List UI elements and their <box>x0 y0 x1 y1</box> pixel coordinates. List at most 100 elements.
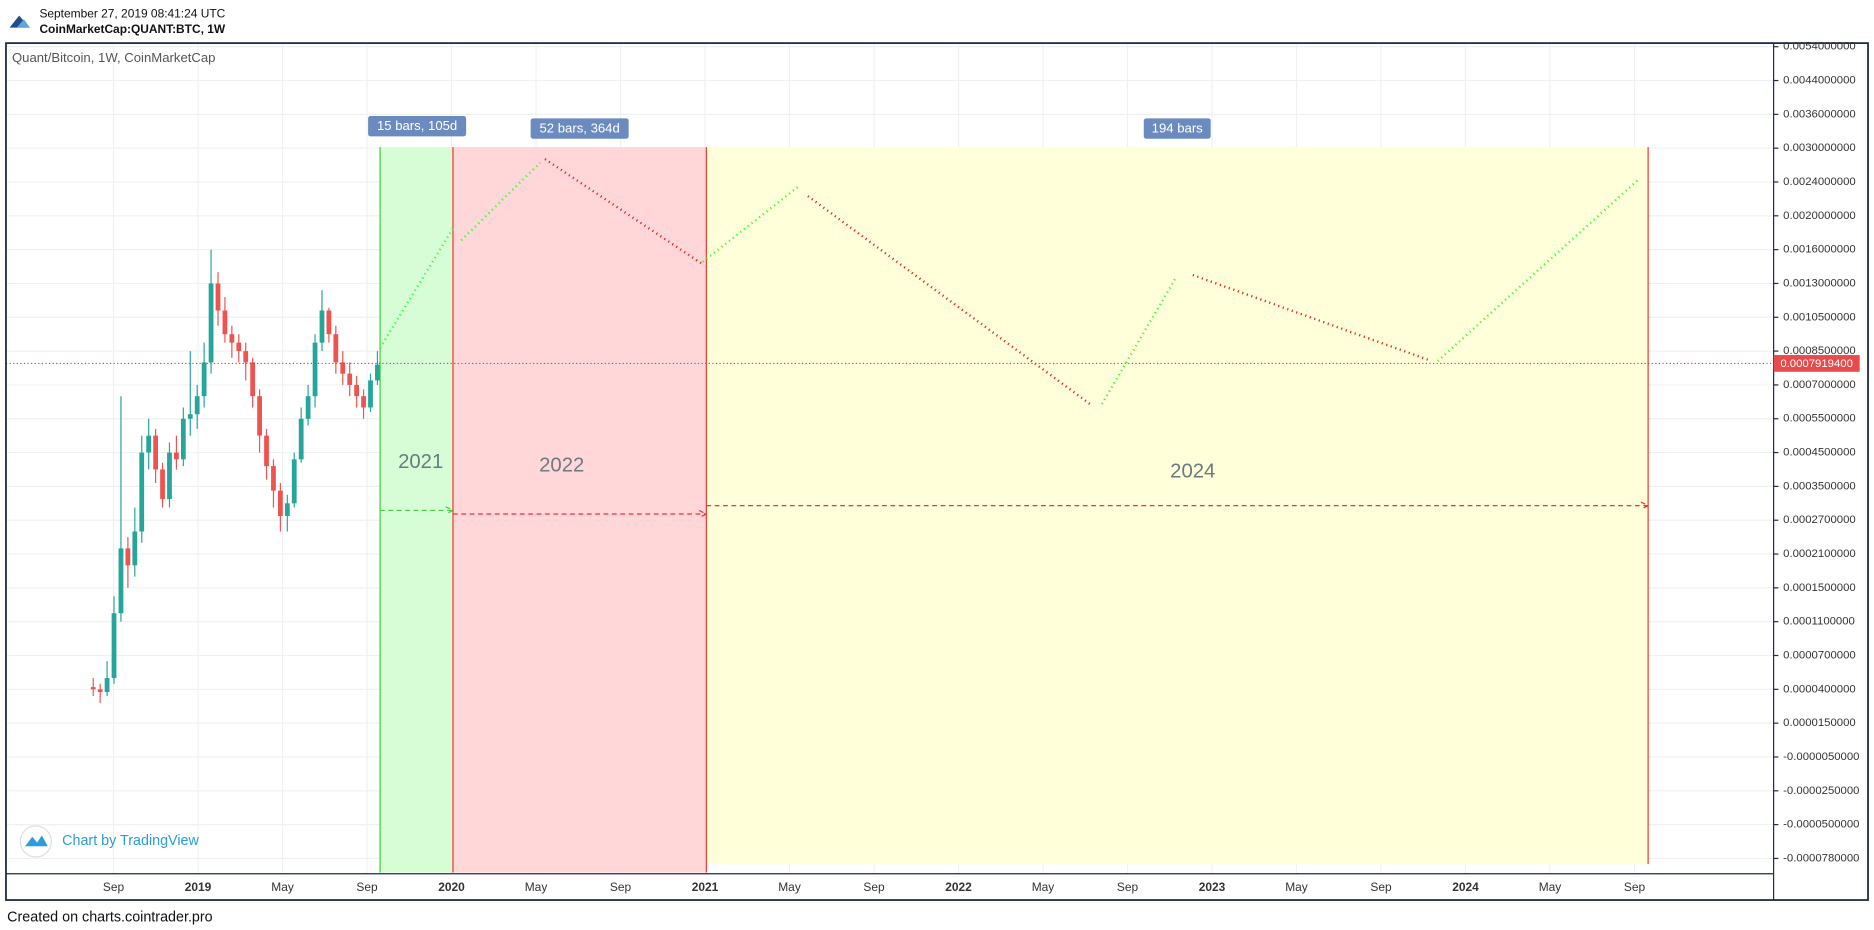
candle-body <box>153 435 158 470</box>
price-label: 0.0000150000 <box>1783 717 1856 729</box>
candle-body <box>104 678 110 693</box>
time-label: May <box>1285 880 1308 894</box>
candle-body <box>118 548 124 614</box>
price-label: 0.0030000000 <box>1783 142 1856 154</box>
candle-body <box>326 310 332 335</box>
price-label: -0.0000050000 <box>1783 751 1859 763</box>
time-label: Sep <box>863 880 885 894</box>
candle-body <box>111 613 117 679</box>
range-text: 15 bars, 105d <box>377 118 457 133</box>
zone-label: 2021 <box>398 451 443 473</box>
candle-body <box>229 334 235 343</box>
range-label: 194 bars <box>1143 118 1211 139</box>
price-label: 0.0000700000 <box>1783 650 1856 662</box>
candle-body <box>215 283 221 311</box>
candle-body <box>139 452 145 532</box>
price-label: 0.0010500000 <box>1783 311 1856 323</box>
candle-body <box>90 687 96 690</box>
frame <box>5 42 1869 901</box>
footer: Created on charts.cointrader.pro <box>7 910 213 926</box>
time-label: 2021 <box>692 880 719 894</box>
candle-body <box>167 452 172 500</box>
candle-body <box>298 418 304 460</box>
candle-body <box>222 310 228 335</box>
candle-body <box>277 490 283 516</box>
axes: 0.0054000000 0.0044000000 0.0036000000 0.00… <box>103 41 1860 895</box>
candle-body <box>201 362 207 397</box>
candle-body <box>125 548 131 566</box>
price-label: -0.0000500000 <box>1783 819 1859 831</box>
candle-body <box>160 469 165 500</box>
price-label: 0.0004500000 <box>1783 447 1856 459</box>
candle-body <box>333 334 339 363</box>
chart-title: Quant/Bitcoin, 1W, CoinMarketCap <box>12 50 216 65</box>
price-label: 0.0002700000 <box>1783 514 1856 526</box>
price-label: 0.0005500000 <box>1783 413 1856 425</box>
projection <box>379 158 1639 406</box>
price-label: 0.0001500000 <box>1783 582 1856 594</box>
candle-body <box>174 452 179 460</box>
candle-body <box>97 689 103 693</box>
candle-body <box>146 435 152 453</box>
time-label: Sep <box>1370 880 1392 894</box>
symbol: CoinMarketCap:QUANT:BTC, 1W <box>39 22 225 36</box>
candle-body <box>319 310 325 343</box>
time-label: Sep <box>1624 880 1646 894</box>
candle-body <box>354 384 360 397</box>
watermark-text[interactable]: Chart by TradingView <box>62 833 199 849</box>
time-label: Sep <box>1117 880 1139 894</box>
last-price-tag: 0.0007919400 <box>1773 355 1860 372</box>
candle-body <box>236 342 242 352</box>
time-label: 2024 <box>1452 880 1479 894</box>
range-label: 15 bars, 105d <box>368 116 467 137</box>
logo <box>9 15 30 28</box>
candle-body <box>208 283 214 363</box>
candle-body <box>271 466 276 491</box>
time-label: 2020 <box>438 880 465 894</box>
price-label: 0.0002100000 <box>1783 548 1856 560</box>
last-price-label: 0.0007919400 <box>1780 358 1853 370</box>
price-label: -0.0000780000 <box>1783 852 1859 864</box>
candle-body <box>243 351 249 363</box>
candle-body <box>180 418 186 460</box>
price-label: 0.0016000000 <box>1783 244 1856 256</box>
candle-body <box>340 362 346 374</box>
price-label: 0.0013000000 <box>1783 277 1856 289</box>
zone-red <box>452 147 707 873</box>
timestamp: September 27, 2019 08:41:24 UTC <box>39 7 225 21</box>
price-label: 0.0007000000 <box>1783 379 1856 391</box>
price-label: 0.0000400000 <box>1783 683 1856 695</box>
range-label: 52 bars, 364d <box>530 118 629 139</box>
time-label: May <box>1539 880 1562 894</box>
time-label: May <box>271 880 294 894</box>
candle-body <box>347 373 353 385</box>
price-label: 0.0036000000 <box>1783 108 1856 120</box>
candle-body <box>291 459 297 504</box>
range-arrows <box>380 501 1650 519</box>
range-text: 194 bars <box>1152 121 1204 136</box>
candles <box>90 249 380 703</box>
time-label: Sep <box>610 880 632 894</box>
time-label: May <box>1032 880 1055 894</box>
time-label: Sep <box>356 880 378 894</box>
time-label: 2019 <box>185 880 212 894</box>
candle-body <box>368 380 373 408</box>
candle-body <box>375 364 380 381</box>
candle-body <box>305 396 311 419</box>
candle-body <box>194 396 200 415</box>
candle-body <box>187 414 193 419</box>
candle-body <box>264 435 269 467</box>
time-label: May <box>778 880 801 894</box>
time-label: 2023 <box>1199 880 1226 894</box>
zone-label: 2022 <box>539 455 584 477</box>
price-label: 0.0054000000 <box>1783 41 1856 53</box>
price-label: 0.0024000000 <box>1783 176 1856 188</box>
time-label: Sep <box>103 880 125 894</box>
candle-body <box>132 531 138 566</box>
price-label: 0.0044000000 <box>1783 75 1856 87</box>
time-label: 2022 <box>945 880 972 894</box>
watermark[interactable]: Chart by TradingView <box>19 825 200 858</box>
price-label: 0.0001100000 <box>1783 616 1855 628</box>
zone-label: 2024 <box>1170 461 1215 483</box>
price-label: 0.0008500000 <box>1783 345 1856 357</box>
